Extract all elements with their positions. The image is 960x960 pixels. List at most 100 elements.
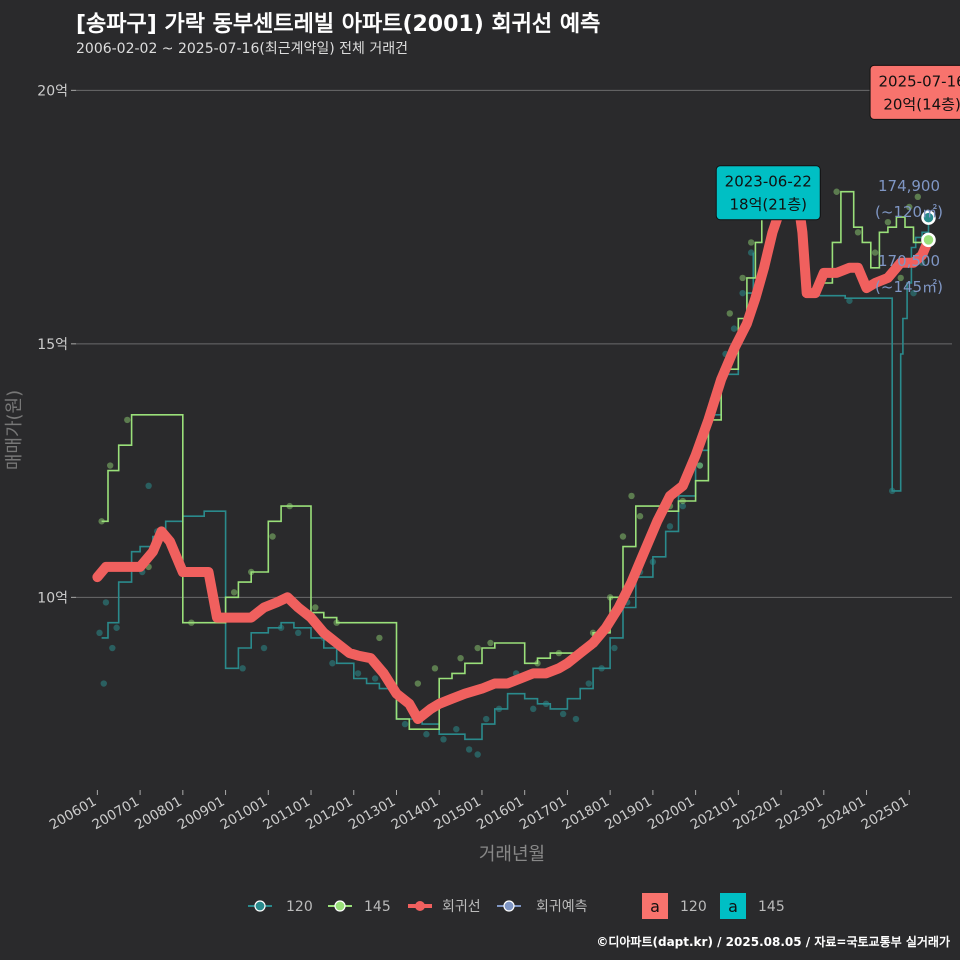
y-axis-label: 매매가(원) [4,390,25,470]
legend-label-glyph-0: a [650,897,660,916]
point-145-9 [312,604,319,611]
regression-line [92,176,934,724]
x-tick-label-19: 202501 [859,794,912,834]
point-120-28 [572,715,580,723]
annotation-price-0: 20억(14층) [883,95,960,113]
point-145-23 [628,492,635,500]
x-tick-label-3: 200901 [175,794,228,834]
annotation-labels: 2025-07-16 20억(14층) 2023-06-22 18억(21층) 174,… [715,64,960,296]
x-tick-label-14: 202001 [645,794,698,834]
point-145-13 [431,665,439,672]
point-120-19 [453,725,460,733]
point-120-6 [145,482,152,490]
x-tick-label-9: 201501 [431,794,484,834]
x-axis-label: 거래년월 [479,844,545,865]
legend-label-text-1: 145 [758,899,785,915]
point-145-33 [833,188,840,195]
x-tick-label-16: 202201 [730,794,783,834]
point-120-43 [846,297,853,304]
forecast-value-0: 174,900 [878,177,940,195]
series-lines [92,176,936,741]
legend: 120 145 회귀선 회귀예측 a 120 a 145 [248,893,785,919]
point-145-22 [619,533,627,540]
point-120-9 [260,644,268,652]
point-120-45 [910,289,917,297]
point-120-1 [100,680,107,687]
point-120-8 [239,665,246,672]
point-120-35 [666,523,674,530]
x-tick-label-7: 201301 [346,794,399,834]
point-145-24 [636,513,644,520]
point-120-29 [585,680,592,687]
chart-subtitle: 2006-02-02 ~ 2025-07-16(최근계약일) 전체 거래건 [76,41,408,57]
legend-marker-2 [415,901,425,911]
y-tick-label-1: 15억 [37,337,68,353]
x-tick-label-4: 201001 [218,794,271,834]
x-tick-label-8: 201401 [389,794,442,834]
point-145-5 [230,589,238,596]
point-145-12 [414,680,422,687]
point-145-27 [696,462,704,469]
point-120-3 [109,644,116,652]
point-145-29 [726,310,733,317]
point-120-41 [739,289,746,297]
x-tick-label-12: 201801 [560,794,613,834]
annotation-box-0 [869,64,960,120]
point-145-11 [376,634,383,642]
annotation-date-1: 2023-06-22 [725,173,812,191]
point-120-20 [465,746,473,753]
point-145-14 [457,654,464,662]
point-120-11 [295,629,302,637]
legend-label-0: 120 [286,899,313,915]
legend-label-1: 145 [364,899,391,915]
point-120-13 [329,660,336,667]
point-120-14 [354,670,362,677]
point-120-18 [440,736,447,743]
forecast-area-0: (~120㎡) [875,203,943,221]
legend-marker-3 [503,900,515,912]
point-120-0 [96,629,103,637]
point-145-34 [854,229,862,236]
point-120-37 [696,462,704,469]
point-120-22 [483,715,490,723]
point-145-15 [474,644,481,652]
x-tick-label-13: 201901 [602,794,655,834]
legend-label-text-0: 120 [680,899,707,915]
y-tick-label-0: 10억 [37,590,68,606]
chart-title: [송파구] 가락 동부센트레빌 아파트(2001) 회귀선 예측 [76,12,601,37]
x-tick-label-1: 200701 [89,794,142,834]
series-line-120 [101,252,755,741]
legend-marker-1 [334,900,346,912]
point-120-16 [401,720,409,728]
point-120-27 [559,710,567,718]
forecast-area-1: (~145㎡) [875,278,943,296]
x-tick-label-6: 201201 [303,794,356,834]
x-tick-label-10: 201601 [474,794,527,834]
point-145-1 [106,462,114,469]
forecast-marker-1 [921,232,936,248]
point-145-30 [739,274,746,282]
x-tick-label-11: 201701 [517,794,570,834]
annotation-price-1: 18억(21층) [730,196,807,214]
point-145-7 [269,533,276,540]
point-120-2 [102,599,110,606]
point-120-15 [371,675,379,682]
point-145-16 [487,639,494,647]
x-tick-label-0: 200601 [47,794,100,834]
series-line-120-late [819,217,930,492]
point-120-4 [113,624,120,631]
point-120-31 [611,644,618,652]
footer-credit: ©디아파트(dapt.kr) / 2025.08.05 / 자료=국토교통부 실… [596,935,950,949]
x-tick-label-15: 202101 [688,794,741,834]
point-120-40 [730,325,738,332]
x-tick-label-2: 200801 [132,794,185,834]
x-tick-label-5: 201101 [260,794,313,834]
series-line-145-late [823,190,930,284]
y-axis-ticks: 10억 15억 20억 [37,83,76,606]
point-145-38 [906,203,913,211]
x-tick-label-18: 202401 [816,794,869,834]
point-120-17 [423,731,430,738]
x-tick-label-17: 202301 [773,794,826,834]
point-145-35 [871,249,879,256]
